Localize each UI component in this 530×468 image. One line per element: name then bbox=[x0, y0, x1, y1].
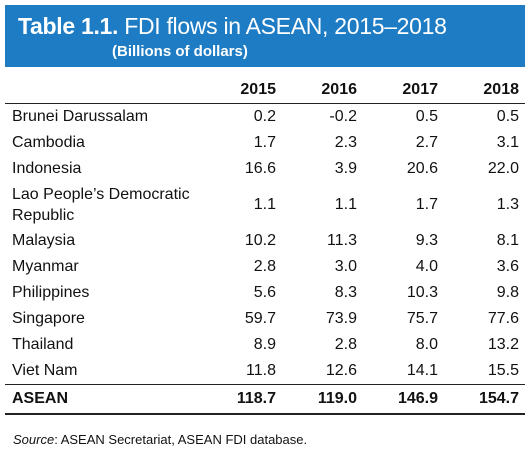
table-header-banner: Table 1.1. FDI flows in ASEAN, 2015–2018… bbox=[5, 5, 525, 67]
row-label: Malaysia bbox=[12, 232, 76, 249]
row-label: Singapore bbox=[12, 310, 85, 327]
cell-value: 2.7 bbox=[415, 134, 438, 151]
column-header-2018: 2018 bbox=[483, 80, 519, 98]
cell-value: 77.6 bbox=[487, 310, 519, 327]
table-subtitle: (Billions of dollars) bbox=[112, 43, 248, 60]
table-title: Table 1.1. FDI flows in ASEAN, 2015–2018 bbox=[18, 13, 447, 40]
row-label: Brunei Darussalam bbox=[12, 108, 149, 125]
cell-value: 10.3 bbox=[406, 284, 438, 301]
row-label-line1: Lao People’s Democratic bbox=[12, 186, 190, 203]
table-row: Philippines 5.6 8.3 10.3 9.8 bbox=[5, 280, 525, 306]
cell-value: 8.1 bbox=[496, 232, 519, 249]
total-row: ASEAN 118.7 119.0 146.9 154.7 bbox=[5, 384, 525, 414]
row-label: Myanmar bbox=[12, 258, 79, 275]
cell-value: 4.0 bbox=[415, 258, 438, 275]
cell-value: 0.2 bbox=[253, 108, 276, 125]
row-label: Lao People’s Democratic Republic bbox=[5, 182, 201, 228]
cell-value: 8.3 bbox=[334, 284, 357, 301]
cell-value: 20.6 bbox=[406, 160, 438, 177]
source-label: Source bbox=[13, 432, 55, 447]
cell-value: 1.1 bbox=[334, 196, 357, 213]
cell-value: 1.1 bbox=[253, 196, 276, 213]
cell-value: 12.6 bbox=[325, 362, 357, 379]
table-row: Malaysia 10.2 11.3 9.3 8.1 bbox=[5, 228, 525, 254]
cell-value: 2.8 bbox=[253, 258, 276, 275]
cell-value: 2.3 bbox=[334, 134, 357, 151]
source-text: : ASEAN Secretariat, ASEAN FDI database. bbox=[54, 432, 308, 447]
cell-value: 0.5 bbox=[415, 108, 438, 125]
cell-value: 1.7 bbox=[253, 134, 276, 151]
table-row: Myanmar 2.8 3.0 4.0 3.6 bbox=[5, 254, 525, 280]
cell-value: 3.0 bbox=[334, 258, 357, 275]
row-label: Viet Nam bbox=[12, 362, 78, 379]
row-label-line2: Republic bbox=[12, 207, 75, 224]
total-value: 119.0 bbox=[317, 390, 357, 407]
column-header-2016: 2016 bbox=[321, 80, 357, 98]
cell-value: 11.8 bbox=[246, 362, 276, 379]
table-row: Brunei Darussalam 0.2 -0.2 0.5 0.5 bbox=[5, 104, 525, 131]
cell-value: 14.1 bbox=[406, 362, 438, 379]
cell-value: 73.9 bbox=[325, 310, 357, 327]
row-label: Thailand bbox=[12, 336, 74, 353]
total-value: 118.7 bbox=[236, 390, 276, 407]
cell-value: 8.9 bbox=[253, 336, 276, 353]
table-row: Thailand 8.9 2.8 8.0 13.2 bbox=[5, 332, 525, 358]
cell-value: 11.3 bbox=[327, 232, 357, 249]
cell-value: -0.2 bbox=[329, 108, 357, 125]
cell-value: 2.8 bbox=[334, 336, 357, 353]
total-value: 146.9 bbox=[397, 390, 438, 407]
cell-value: 10.2 bbox=[244, 232, 276, 249]
total-value: 154.7 bbox=[478, 390, 519, 407]
fdi-table: 2015 2016 2017 2018 Brunei Darussalam 0.… bbox=[5, 76, 525, 415]
cell-value: 15.5 bbox=[487, 362, 519, 379]
row-label: Cambodia bbox=[12, 134, 85, 151]
cell-value: 3.1 bbox=[496, 134, 519, 151]
row-label: Philippines bbox=[12, 284, 90, 301]
cell-value: 75.7 bbox=[406, 310, 438, 327]
cell-value: 1.3 bbox=[496, 196, 519, 213]
column-header-country bbox=[5, 76, 201, 104]
column-header-2017: 2017 bbox=[402, 80, 438, 98]
table-row: Viet Nam 11.8 12.6 14.1 15.5 bbox=[5, 358, 525, 385]
table-row: Singapore 59.7 73.9 75.7 77.6 bbox=[5, 306, 525, 332]
cell-value: 16.6 bbox=[244, 160, 276, 177]
table-title-text: FDI flows in ASEAN, 2015–2018 bbox=[124, 13, 447, 39]
table-row: Lao People’s Democratic Republic 1.1 1.1 … bbox=[5, 182, 525, 228]
cell-value: 3.9 bbox=[334, 160, 357, 177]
cell-value: 22.0 bbox=[487, 160, 519, 177]
cell-value: 5.6 bbox=[253, 284, 276, 301]
cell-value: 0.5 bbox=[496, 108, 519, 125]
cell-value: 9.8 bbox=[496, 284, 519, 301]
table-row: Cambodia 1.7 2.3 2.7 3.1 bbox=[5, 130, 525, 156]
cell-value: 8.0 bbox=[415, 336, 438, 353]
cell-value: 1.7 bbox=[415, 196, 438, 213]
cell-value: 3.6 bbox=[496, 258, 519, 275]
header-row: 2015 2016 2017 2018 bbox=[5, 76, 525, 104]
cell-value: 13.2 bbox=[487, 336, 519, 353]
cell-value: 9.3 bbox=[415, 232, 438, 249]
row-label: Indonesia bbox=[12, 160, 82, 177]
table-number: Table 1.1. bbox=[18, 13, 119, 39]
cell-value: 59.7 bbox=[244, 310, 276, 327]
total-label: ASEAN bbox=[12, 390, 69, 407]
table-row: Indonesia 16.6 3.9 20.6 22.0 bbox=[5, 156, 525, 182]
source-note: Source: ASEAN Secretariat, ASEAN FDI dat… bbox=[13, 432, 307, 447]
column-header-2015: 2015 bbox=[240, 80, 276, 98]
